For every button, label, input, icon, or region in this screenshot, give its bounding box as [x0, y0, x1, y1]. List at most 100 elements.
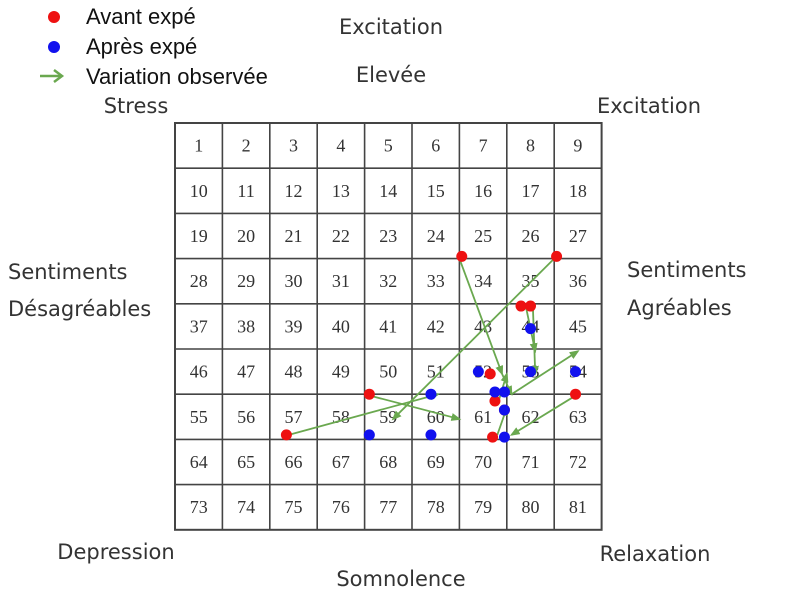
point-after — [498, 386, 510, 398]
grid-cell-number: 63 — [569, 407, 587, 427]
grid-cell-number: 51 — [427, 362, 445, 382]
grid-cell-number: 14 — [379, 181, 397, 201]
label-right-1: Sentiments — [627, 258, 747, 282]
grid-cell-number: 42 — [427, 316, 445, 336]
grid-cell-number: 20 — [237, 226, 255, 246]
point-before — [280, 429, 292, 441]
grid-cell-number: 70 — [474, 452, 492, 472]
point-before — [456, 250, 468, 262]
variation-arrow — [364, 393, 462, 421]
label-top-right: Excitation — [597, 94, 701, 118]
grid-cell-number: 78 — [427, 497, 445, 517]
grid-cell-number: 79 — [474, 497, 492, 517]
label-top-left: Stress — [104, 94, 169, 118]
grid-cell-number: 2 — [242, 136, 251, 156]
point-after — [489, 386, 501, 398]
grid-cell-number: 46 — [190, 362, 208, 382]
point-after — [425, 429, 437, 441]
grid-cell-number: 74 — [237, 497, 255, 517]
legend-variation-label: Variation observée — [86, 64, 268, 89]
grid-cell-number: 41 — [379, 316, 397, 336]
legend-after-marker — [48, 41, 60, 53]
grid-cell-number: 69 — [427, 452, 445, 472]
point-after — [498, 404, 510, 416]
grid-cell-number: 50 — [379, 362, 397, 382]
grid-cell-number: 65 — [237, 452, 255, 472]
label-bottom-left: Depression — [57, 540, 174, 564]
point-before — [484, 368, 496, 380]
grid-cell-number: 3 — [289, 136, 298, 156]
grid-cell-number: 7 — [479, 136, 488, 156]
variation-arrow — [391, 257, 555, 421]
grid-cell-number: 33 — [427, 271, 445, 291]
grid-cell-number: 75 — [285, 497, 303, 517]
variation-arrow — [530, 306, 539, 376]
label-right-2: Agréables — [627, 296, 732, 320]
grid-cell-number: 12 — [285, 181, 303, 201]
point-before — [515, 300, 527, 312]
label-top-sub: Elevée — [356, 63, 426, 87]
grid-cell-number: 30 — [285, 271, 303, 291]
grid-cell-number: 5 — [384, 136, 393, 156]
grid-cell-number: 64 — [190, 452, 208, 472]
variation-arrows — [288, 257, 580, 436]
grid-cell-number: 71 — [522, 452, 540, 472]
point-before — [551, 250, 563, 262]
grid-cell-number: 24 — [427, 226, 445, 246]
grid-cell-number: 10 — [190, 181, 208, 201]
grid-cell-number: 25 — [474, 226, 492, 246]
grid-cell-number: 48 — [285, 362, 303, 382]
grid-cell-number: 6 — [431, 136, 440, 156]
grid-cell-number: 49 — [332, 362, 350, 382]
legend: Avant expé Après expé Variation observée — [40, 4, 268, 89]
variation-arrow — [511, 350, 580, 395]
grid-cell-number: 73 — [190, 497, 208, 517]
point-before — [487, 431, 499, 443]
grid-cell-number: 39 — [285, 316, 303, 336]
grid-cell-number: 15 — [427, 181, 445, 201]
label-bottom-right: Relaxation — [600, 542, 711, 566]
label-top: Excitation — [339, 15, 443, 39]
point-after — [525, 323, 536, 335]
point-before — [489, 395, 501, 407]
grid-cell-number: 34 — [474, 271, 492, 291]
grid-cell-number: 19 — [190, 226, 208, 246]
grid-cell-number: 61 — [474, 407, 492, 427]
grid-cell-number: 37 — [190, 316, 208, 336]
grid-cell-number: 55 — [190, 407, 208, 427]
grid-cell-number: 31 — [332, 271, 350, 291]
legend-arrow-icon — [40, 69, 65, 83]
grid-cell-number: 38 — [237, 316, 255, 336]
point-before — [525, 300, 536, 312]
label-left-1: Sentiments — [8, 260, 128, 284]
grid-cell-number: 47 — [237, 362, 255, 382]
grid-cell-number: 8 — [526, 136, 535, 156]
variation-arrow — [458, 258, 504, 376]
grid-cell-number: 40 — [332, 316, 350, 336]
point-before — [363, 388, 375, 400]
grid-cell-number: 68 — [379, 452, 397, 472]
point-after — [570, 366, 582, 378]
variation-arrow — [509, 393, 579, 436]
grid-cell-number: 26 — [522, 226, 540, 246]
grid-cell-number: 66 — [285, 452, 303, 472]
grid-cell-number: 45 — [569, 316, 587, 336]
point-after — [472, 366, 484, 378]
grid-cell-number: 22 — [332, 226, 350, 246]
grid-cell-number: 1 — [194, 136, 203, 156]
grid-cell-number: 21 — [285, 226, 303, 246]
point-after — [498, 431, 510, 443]
grid-cell-number: 16 — [474, 181, 492, 201]
grid-cell-number: 43 — [474, 316, 492, 336]
point-after — [525, 366, 536, 378]
grid-cell-number: 77 — [379, 497, 397, 517]
point-after — [425, 388, 437, 400]
grid-cell-number: 29 — [237, 271, 255, 291]
grid-cell-number: 9 — [573, 136, 582, 156]
grid-cell-number: 62 — [522, 407, 540, 427]
grid-cell-number: 13 — [332, 181, 350, 201]
grid-cell-number: 80 — [522, 497, 540, 517]
grid-cell-number: 58 — [332, 407, 350, 427]
